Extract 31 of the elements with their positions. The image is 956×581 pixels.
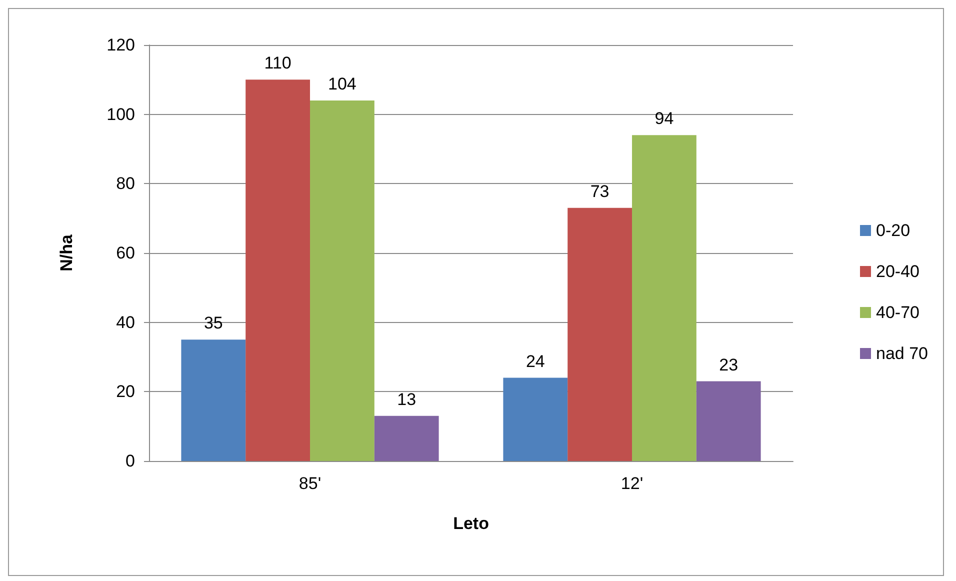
x-axis-title: Leto <box>453 514 489 533</box>
bar <box>374 416 439 461</box>
data-label: 23 <box>719 355 738 374</box>
data-label: 104 <box>328 74 356 94</box>
bar <box>568 208 632 461</box>
data-label: 13 <box>397 390 416 409</box>
bar <box>246 80 310 461</box>
data-label: 35 <box>204 314 223 333</box>
data-label: 94 <box>654 109 674 128</box>
bar <box>310 100 374 461</box>
y-tick-label: 80 <box>116 174 135 194</box>
bar <box>181 340 246 461</box>
data-label: 73 <box>590 182 610 201</box>
legend-label: 40-70 <box>876 303 920 322</box>
x-tick-label: 12' <box>620 474 644 493</box>
legend-label: 20-40 <box>876 262 920 281</box>
bar <box>632 135 696 461</box>
y-tick-label: 0 <box>126 452 135 470</box>
data-label: 110 <box>264 54 292 73</box>
legend-label: 0-20 <box>876 221 910 240</box>
y-tick-label: 100 <box>106 104 135 124</box>
y-tick-label: 120 <box>106 36 135 54</box>
data-label: 24 <box>526 352 545 371</box>
bar <box>696 381 761 461</box>
y-tick-label: 40 <box>116 312 135 332</box>
x-tick-label: 85' <box>298 474 322 493</box>
y-axis-title: N/ha <box>57 234 76 272</box>
bar <box>503 378 568 461</box>
y-tick-label: 20 <box>116 382 135 402</box>
legend-label: nad 70 <box>876 344 928 363</box>
y-tick-label: 60 <box>116 244 135 262</box>
